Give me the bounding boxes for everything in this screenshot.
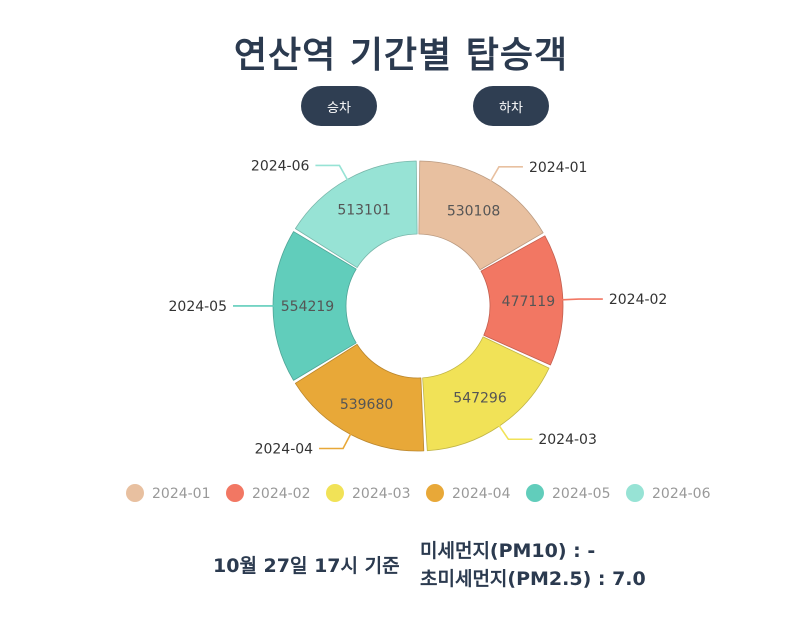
slice-category-label: 2024-06 xyxy=(251,158,310,174)
slice-category-label: 2024-01 xyxy=(529,160,588,176)
slice-2024-03[interactable] xyxy=(422,336,550,452)
slice-link-line xyxy=(488,166,523,185)
slice-category-label: 2024-05 xyxy=(169,299,228,315)
legend-swatch[interactable] xyxy=(626,484,644,502)
slice-category-label: 2024-03 xyxy=(538,432,597,448)
slice-2024-05[interactable] xyxy=(272,231,357,381)
legend-swatch[interactable] xyxy=(226,484,244,502)
slice-link-line xyxy=(558,298,603,301)
slice-link-line xyxy=(496,422,533,441)
legend-swatch[interactable] xyxy=(326,484,344,502)
slice-value-label: 477119 xyxy=(502,294,555,310)
slice-2024-06[interactable] xyxy=(294,160,418,268)
slice-category-label: 2024-02 xyxy=(609,292,668,308)
chart-labels: 530108 2024-01 477119 2024-02 547296 2024-03 5… xyxy=(169,158,668,457)
legend-label[interactable]: 2024-01 xyxy=(152,486,211,502)
slice-2024-02[interactable] xyxy=(480,235,564,366)
page-title: 연산역 기간별 탑승객 xyxy=(233,35,569,76)
legend-swatch[interactable] xyxy=(526,484,544,502)
legend-label[interactable]: 2024-02 xyxy=(252,486,311,502)
legend-label[interactable]: 2024-06 xyxy=(652,486,711,502)
slice-link-line xyxy=(315,164,350,184)
slice-value-label: 554219 xyxy=(281,299,334,315)
alighting-toggle-button[interactable]: 하차 xyxy=(473,86,549,126)
legend-swatch[interactable] xyxy=(126,484,144,502)
legend-swatch[interactable] xyxy=(426,484,444,502)
legend-label[interactable]: 2024-05 xyxy=(552,486,611,502)
legend-label[interactable]: 2024-03 xyxy=(352,486,411,502)
chart-legend: 2024-01 2024-02 2024-03 2024-04 2024-05 2024-… xyxy=(126,484,711,502)
slice-category-label: 2024-04 xyxy=(255,441,314,457)
slice-value-label: 513101 xyxy=(337,203,390,219)
pm10-label: 미세먼지(PM10) : - xyxy=(420,540,596,562)
boarding-toggle-button[interactable]: 승차 xyxy=(301,86,377,126)
slice-2024-01[interactable] xyxy=(418,160,544,271)
slice-value-label: 547296 xyxy=(453,390,507,406)
pm25-label: 초미세먼지(PM2.5) : 7.0 xyxy=(420,568,646,590)
air-quality-info: 미세먼지(PM10) : - 초미세먼지(PM2.5) : 7.0 xyxy=(420,537,646,593)
legend-label[interactable]: 2024-04 xyxy=(452,486,511,502)
slice-link-line xyxy=(319,430,354,450)
chart-slices xyxy=(272,160,564,452)
timestamp-label: 10월 27일 17시 기준 xyxy=(213,555,400,577)
slice-2024-04[interactable] xyxy=(294,343,425,452)
slice-value-label: 530108 xyxy=(447,203,500,219)
slice-value-label: 539680 xyxy=(340,397,393,413)
